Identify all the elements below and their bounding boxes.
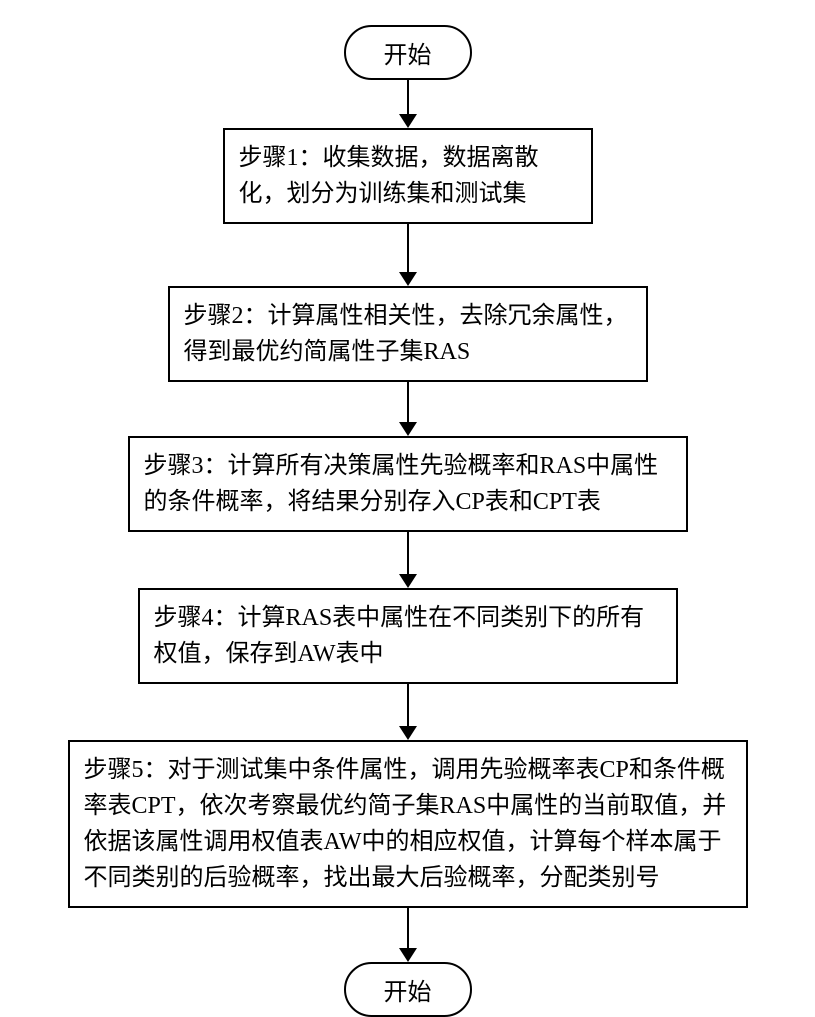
end-terminal: 开始	[344, 962, 472, 1017]
arrow-5	[399, 684, 417, 740]
step-4-label: 步骤4：计算RAS表中属性在不同类别下的所有权值，保存到AW表中	[154, 605, 645, 667]
arrow-line	[407, 80, 409, 114]
arrow-head-icon	[399, 272, 417, 286]
step-5-box: 步骤5：对于测试集中条件属性，调用先验概率表CP和条件概率表CPT，依次考察最优…	[68, 740, 748, 908]
arrow-6	[399, 908, 417, 962]
arrow-head-icon	[399, 948, 417, 962]
arrow-line	[407, 532, 409, 574]
step-4-box: 步骤4：计算RAS表中属性在不同类别下的所有权值，保存到AW表中	[138, 588, 678, 684]
arrow-line	[407, 382, 409, 422]
arrow-head-icon	[399, 726, 417, 740]
step-1-label: 步骤1：收集数据，数据离散化，划分为训练集和测试集	[239, 145, 539, 207]
arrow-head-icon	[399, 422, 417, 436]
flowchart-container: 开始 步骤1：收集数据，数据离散化，划分为训练集和测试集 步骤2：计算属性相关性…	[0, 0, 815, 1017]
step-3-label: 步骤3：计算所有决策属性先验概率和RAS中属性的条件概率，将结果分别存入CP表和…	[144, 453, 659, 515]
start-terminal: 开始	[344, 25, 472, 80]
step-5-label: 步骤5：对于测试集中条件属性，调用先验概率表CP和条件概率表CPT，依次考察最优…	[84, 757, 727, 891]
start-label: 开始	[384, 43, 432, 69]
arrow-head-icon	[399, 114, 417, 128]
arrow-2	[399, 224, 417, 286]
arrow-line	[407, 908, 409, 948]
arrow-4	[399, 532, 417, 588]
arrow-line	[407, 224, 409, 272]
end-label: 开始	[384, 980, 432, 1006]
step-3-box: 步骤3：计算所有决策属性先验概率和RAS中属性的条件概率，将结果分别存入CP表和…	[128, 436, 688, 532]
step-1-box: 步骤1：收集数据，数据离散化，划分为训练集和测试集	[223, 128, 593, 224]
arrow-3	[399, 382, 417, 436]
arrow-head-icon	[399, 574, 417, 588]
step-2-box: 步骤2：计算属性相关性，去除冗余属性，得到最优约简属性子集RAS	[168, 286, 648, 382]
arrow-1	[399, 80, 417, 128]
step-2-label: 步骤2：计算属性相关性，去除冗余属性，得到最优约简属性子集RAS	[184, 303, 628, 365]
arrow-line	[407, 684, 409, 726]
